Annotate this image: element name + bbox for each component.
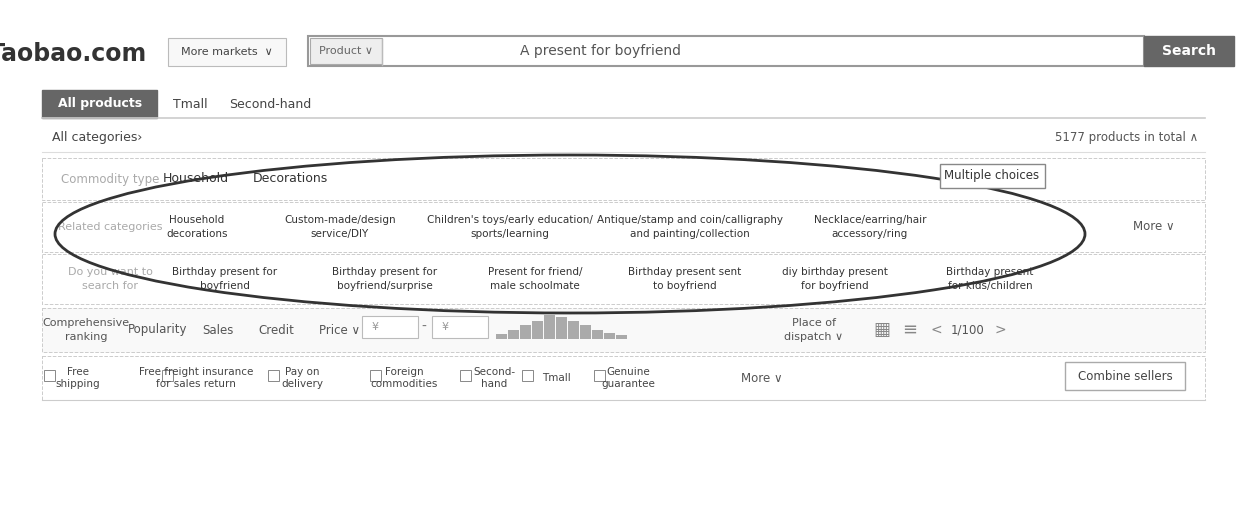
Bar xyxy=(616,335,627,339)
Bar xyxy=(508,330,520,339)
Bar xyxy=(1065,362,1185,390)
Text: diy birthday present
for boyfriend: diy birthday present for boyfriend xyxy=(782,267,888,291)
Text: Product ∨: Product ∨ xyxy=(319,46,373,56)
Text: Combine sellers: Combine sellers xyxy=(1078,369,1172,383)
Text: >: > xyxy=(994,323,1006,337)
Bar xyxy=(362,316,418,338)
Bar xyxy=(42,90,157,118)
Text: Place of
dispatch ∨: Place of dispatch ∨ xyxy=(785,319,843,342)
Text: More ∨: More ∨ xyxy=(1133,221,1176,234)
Text: Household
decorations: Household decorations xyxy=(166,215,228,238)
Text: Taobao.com: Taobao.com xyxy=(0,42,148,66)
Text: Household: Household xyxy=(162,172,229,185)
Text: Second-hand: Second-hand xyxy=(229,97,311,111)
Bar xyxy=(604,333,615,339)
Text: 5177 products in total ∧: 5177 products in total ∧ xyxy=(1055,132,1198,145)
Text: Free
shipping: Free shipping xyxy=(56,367,100,389)
Text: Birthday present for
boyfriend: Birthday present for boyfriend xyxy=(172,267,278,291)
Bar xyxy=(544,315,556,339)
Bar xyxy=(42,158,1205,200)
Text: Second-
hand: Second- hand xyxy=(472,367,515,389)
Text: Sales: Sales xyxy=(202,323,233,336)
Bar xyxy=(522,370,533,381)
Bar xyxy=(580,325,591,339)
Text: Birthday present sent
to boyfriend: Birthday present sent to boyfriend xyxy=(629,267,742,291)
Text: Commodity type: Commodity type xyxy=(61,172,159,185)
Bar xyxy=(940,164,1045,188)
Bar xyxy=(432,316,489,338)
Text: More ∨: More ∨ xyxy=(742,372,782,385)
Text: Present for friend/
male schoolmate: Present for friend/ male schoolmate xyxy=(487,267,583,291)
Text: ≡: ≡ xyxy=(903,321,918,339)
Bar xyxy=(162,370,174,381)
Bar xyxy=(310,38,382,64)
Text: A present for boyfriend: A present for boyfriend xyxy=(520,44,681,58)
Bar xyxy=(167,38,286,66)
Bar xyxy=(460,370,471,381)
Text: Necklace/earring/hair
accessory/ring: Necklace/earring/hair accessory/ring xyxy=(813,215,926,238)
Bar xyxy=(520,325,531,339)
Text: More markets  ∨: More markets ∨ xyxy=(181,47,273,57)
Text: Multiple choices: Multiple choices xyxy=(945,169,1039,182)
Bar xyxy=(370,370,381,381)
Text: 1/100: 1/100 xyxy=(951,323,985,336)
Text: Genuine
guarantee: Genuine guarantee xyxy=(601,367,655,389)
Text: Decorations: Decorations xyxy=(253,172,327,185)
Text: All categories›: All categories› xyxy=(52,132,143,145)
Text: <: < xyxy=(930,323,942,337)
Bar xyxy=(308,36,1145,66)
Bar xyxy=(556,317,567,339)
Bar xyxy=(42,356,1205,400)
Bar xyxy=(594,370,605,381)
Text: Children's toys/early education/
sports/learning: Children's toys/early education/ sports/… xyxy=(427,215,593,238)
Text: ¥: ¥ xyxy=(372,322,378,332)
Bar xyxy=(42,308,1205,352)
Text: Free freight insurance
for sales return: Free freight insurance for sales return xyxy=(139,367,253,389)
Text: Related categories: Related categories xyxy=(58,222,162,232)
Bar xyxy=(1145,36,1234,66)
Text: Tmall: Tmall xyxy=(172,97,207,111)
Bar xyxy=(532,321,543,339)
Bar xyxy=(496,334,507,339)
Text: Foreign
commodities: Foreign commodities xyxy=(371,367,438,389)
Bar xyxy=(591,330,603,339)
Text: Search: Search xyxy=(1162,44,1216,58)
Text: Pay on
delivery: Pay on delivery xyxy=(281,367,322,389)
Bar xyxy=(42,202,1205,252)
Text: Credit: Credit xyxy=(258,323,294,336)
Bar xyxy=(43,370,55,381)
Text: ¥: ¥ xyxy=(441,322,449,332)
Text: Price ∨: Price ∨ xyxy=(320,323,361,336)
Text: Popularity: Popularity xyxy=(128,323,187,336)
Text: ▦: ▦ xyxy=(873,321,890,339)
Text: Birthday present
for kids/children: Birthday present for kids/children xyxy=(946,267,1034,291)
Text: Tmall: Tmall xyxy=(542,373,570,383)
Text: Comprehensive
ranking: Comprehensive ranking xyxy=(42,319,129,342)
Text: Antique/stamp and coin/calligraphy
and painting/collection: Antique/stamp and coin/calligraphy and p… xyxy=(596,215,782,238)
Bar xyxy=(0,0,1240,82)
Text: Birthday present for
boyfriend/surprise: Birthday present for boyfriend/surprise xyxy=(332,267,438,291)
Text: -: - xyxy=(422,320,427,334)
Text: All products: All products xyxy=(58,97,143,111)
Bar xyxy=(42,254,1205,304)
Text: Custom-made/design
service/DIY: Custom-made/design service/DIY xyxy=(284,215,396,238)
Text: Do you want to
search for: Do you want to search for xyxy=(67,267,153,291)
Bar xyxy=(568,321,579,339)
Bar xyxy=(268,370,279,381)
